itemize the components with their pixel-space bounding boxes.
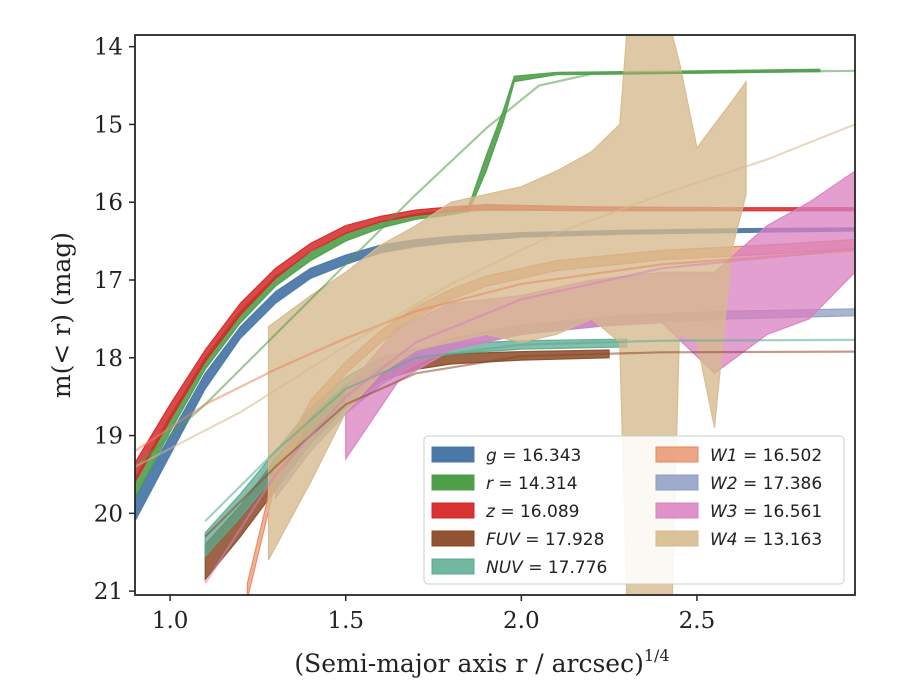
x-axis-title: (Semi-major axis r / arcsec)1/4 — [294, 646, 669, 678]
legend-swatch-w1 — [655, 446, 699, 463]
y-tick-label: 21 — [94, 579, 123, 605]
legend-series-name: W4 — [710, 530, 738, 550]
y-tick-label: 16 — [94, 190, 123, 216]
legend-series-value: = 16.561 — [738, 502, 823, 522]
legend-swatch-w2 — [655, 474, 699, 491]
legend-label-g: g = 16.343 — [486, 446, 581, 466]
legend-label-w3: W3 = 16.561 — [710, 502, 822, 522]
fit-line-w4 — [135, 123, 855, 468]
legend-series-name: W1 — [710, 446, 738, 466]
legend-series-name: r — [486, 474, 494, 494]
y-axis-title: m(< r) (mag) — [47, 232, 76, 398]
legend-label-nuv: NUV = 17.776 — [486, 558, 607, 578]
y-tick-label: 14 — [94, 35, 123, 61]
legend-swatch-fuv — [431, 530, 475, 547]
band-z — [135, 203, 855, 484]
x-tick-label: 1.0 — [152, 608, 189, 634]
legend-box — [423, 435, 845, 585]
y-axis: 14 15 16 17 18 19 20 21 — [94, 35, 135, 605]
y-tick-label: 19 — [94, 424, 123, 450]
legend-swatch-z — [431, 502, 475, 519]
x-axis: 1.0 1.5 2.0 2.5 — [152, 595, 715, 634]
legend-swatch-w4 — [655, 530, 699, 547]
legend-series-name: W3 — [710, 502, 738, 522]
legend-series-name: NUV — [486, 558, 524, 578]
plot-frame — [134, 34, 856, 596]
legend-series-value: = 14.314 — [493, 474, 578, 494]
legend-label-w2: W2 = 17.386 — [710, 474, 822, 494]
legend-series-value: = 17.776 — [523, 558, 608, 578]
fit-line-r — [135, 69, 855, 468]
legend-series-value: = 16.502 — [738, 446, 823, 466]
legend-series-name: FUV — [486, 530, 521, 550]
y-tick-label: 18 — [94, 346, 123, 372]
legend-swatch-g — [431, 446, 475, 463]
x-axis-title-text: (Semi-major axis r / arcsec) — [294, 649, 643, 678]
fit-line-nuv — [204, 338, 855, 522]
x-axis-title-exponent: 1/4 — [644, 646, 670, 665]
series-fit-lines — [135, 69, 855, 584]
x-tick-label: 2.0 — [503, 608, 540, 634]
legend-series-value: = 17.928 — [520, 530, 605, 550]
x-tick-label: 1.5 — [327, 608, 364, 634]
legend-series-value: = 16.343 — [497, 446, 582, 466]
legend-swatch-nuv — [431, 558, 475, 575]
legend-series-value: = 16.089 — [495, 502, 580, 522]
legend-swatch-r — [431, 474, 475, 491]
band-g — [135, 227, 855, 522]
legend-label-z: z = 16.089 — [485, 502, 579, 522]
legend-series-name: z — [485, 502, 496, 522]
legend-swatch-w3 — [655, 502, 699, 519]
legend-series-value: = 13.163 — [738, 530, 823, 550]
fit-line-w3 — [204, 247, 855, 584]
legend-label-fuv: FUV = 17.928 — [486, 530, 604, 550]
x-tick-label: 2.5 — [679, 608, 716, 634]
legend-series-name: g — [486, 446, 497, 466]
legend-label-w4: W4 = 13.163 — [710, 530, 822, 550]
y-tick-label: 15 — [94, 112, 123, 138]
legend-series-value: = 17.386 — [738, 474, 823, 494]
y-tick-label: 17 — [94, 268, 123, 294]
fit-line-fuv — [204, 350, 855, 538]
legend-series-name: W2 — [710, 474, 738, 494]
legend-label-w1: W1 = 16.502 — [710, 446, 822, 466]
legend-label-r: r = 14.314 — [486, 474, 578, 494]
y-tick-label: 20 — [94, 501, 123, 527]
